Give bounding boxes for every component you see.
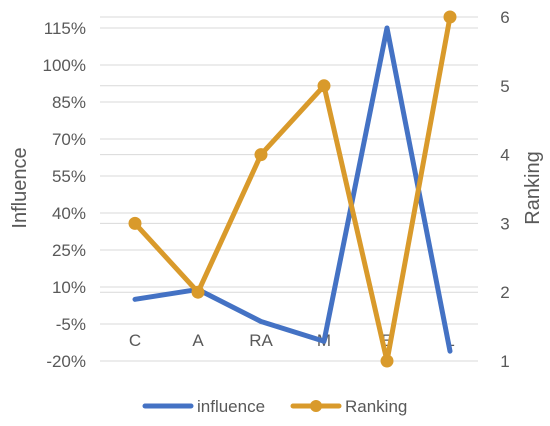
- data-point-ranking: [128, 216, 142, 230]
- data-point-ranking: [380, 354, 394, 368]
- right-axis-ticks: 1 2 3 4 5 6: [500, 8, 509, 371]
- y-right-axis-title: Ranking: [522, 151, 544, 224]
- legend-swatch-marker: [310, 400, 322, 412]
- y-left-tick-label: 100%: [43, 56, 86, 75]
- y-left-tick-label: 55%: [52, 167, 86, 186]
- y-left-axis-title: Influence: [9, 147, 31, 228]
- series-line-ranking: [132, 14, 453, 364]
- x-tick-label: C: [129, 331, 141, 350]
- y-right-tick-label: 5: [500, 77, 509, 96]
- data-point-ranking: [191, 285, 205, 299]
- y-left-tick-label: -20%: [46, 352, 86, 371]
- y-left-tick-label: 115%: [44, 19, 86, 38]
- x-tick-label: RA: [249, 331, 273, 350]
- y-left-tick-label: -5%: [56, 315, 86, 334]
- data-point-ranking: [317, 79, 331, 93]
- x-tick-label: E: [381, 331, 392, 350]
- series-layer: [128, 10, 457, 368]
- y-left-tick-label: 25%: [52, 241, 86, 260]
- y-right-tick-label: 6: [500, 8, 509, 27]
- y-left-tick-label: 10%: [52, 278, 86, 297]
- data-point-ranking: [443, 10, 457, 24]
- y-right-tick-label: 2: [500, 283, 509, 302]
- left-axis-ticks: -20% -5% 10% 25% 40% 55% 70% 85% 100% 115%: [43, 19, 86, 371]
- grid-layer: [100, 16, 478, 362]
- legend-item-ranking: Ranking: [290, 397, 407, 416]
- x-tick-label: A: [192, 331, 204, 350]
- data-point-ranking: [254, 148, 268, 162]
- y-left-tick-label: 70%: [52, 130, 86, 149]
- legend-label: Ranking: [345, 397, 407, 416]
- y-left-tick-label: 85%: [52, 93, 86, 112]
- legend-label: influence: [197, 397, 265, 416]
- legend: influence Ranking: [142, 397, 407, 416]
- y-left-tick-label: 40%: [52, 204, 86, 223]
- legend-item-influence: influence: [142, 397, 265, 416]
- series-line-influence: [132, 25, 453, 354]
- y-right-tick-label: 3: [500, 214, 509, 233]
- y-right-tick-label: 4: [500, 146, 509, 165]
- x-axis-ticks: C A RA M E L: [129, 331, 455, 350]
- y-right-tick-label: 1: [500, 352, 509, 371]
